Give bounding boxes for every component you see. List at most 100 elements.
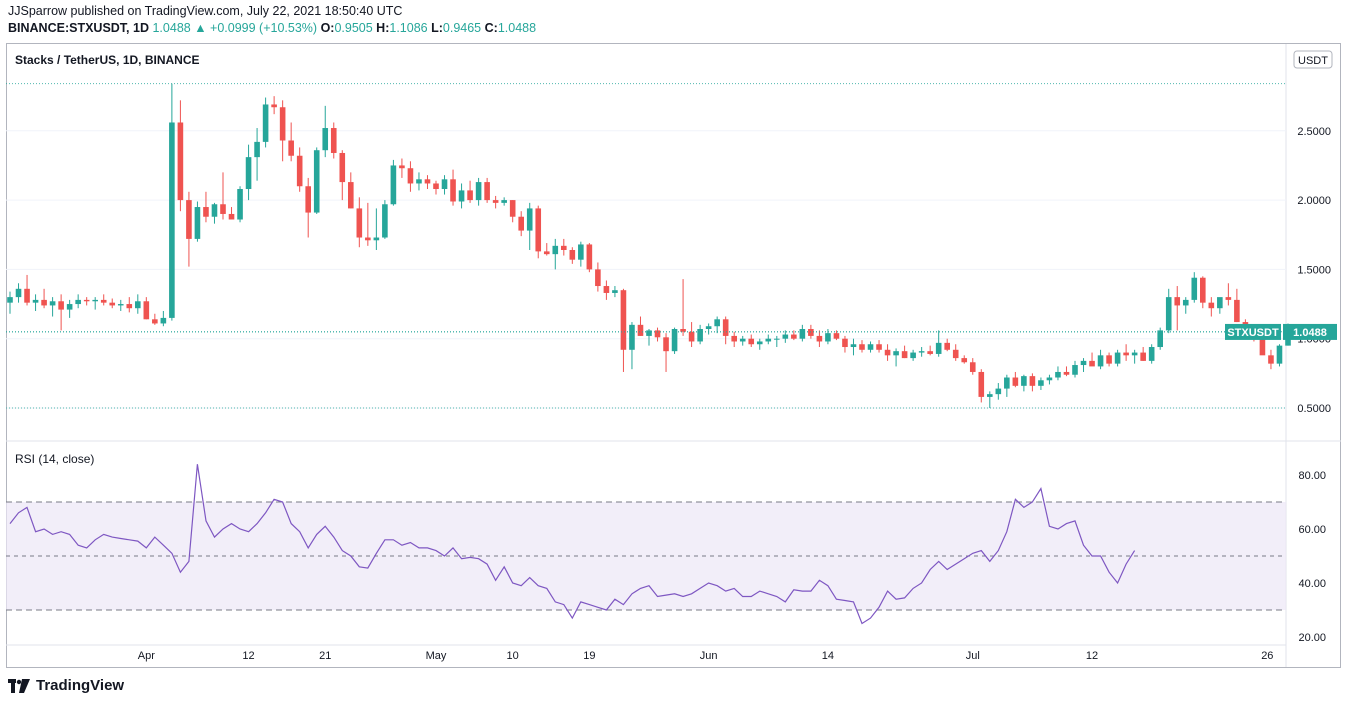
footer-brand: TradingView: [8, 677, 124, 694]
tradingview-logo-icon: [8, 678, 30, 693]
candle: [92, 297, 98, 310]
candle: [220, 172, 226, 220]
candle: [1097, 349, 1104, 370]
time-tick-label: Apr: [138, 650, 155, 662]
candle: [407, 161, 414, 192]
candle: [859, 340, 865, 353]
candle: [774, 335, 780, 348]
last-price-value: 1.0488: [1293, 327, 1327, 339]
candle: [245, 144, 252, 201]
candle: [509, 200, 516, 223]
candle: [1140, 347, 1146, 361]
low-label: L:: [431, 21, 443, 35]
candle: [1072, 360, 1078, 378]
candle: [399, 158, 405, 178]
candle: [995, 383, 1002, 400]
last-price-marker: STXUSDT 1.0488: [1225, 323, 1337, 340]
time-tick-label: 14: [822, 650, 834, 662]
candle: [339, 150, 346, 201]
candle: [569, 247, 576, 264]
candle: [791, 330, 797, 341]
candle: [850, 338, 857, 356]
candle: [75, 294, 81, 309]
symbol-name: BINANCE:STXUSDT, 1D: [8, 21, 149, 35]
candle: [143, 297, 150, 320]
candle: [697, 324, 703, 345]
candle: [373, 208, 380, 250]
candle: [987, 391, 993, 408]
candle: [918, 347, 925, 357]
candle: [867, 341, 874, 353]
candle: [450, 169, 456, 206]
candle: [288, 122, 294, 162]
low-value: 0.9465: [442, 21, 482, 35]
candle: [313, 147, 320, 214]
candle: [714, 316, 720, 334]
candle: [1012, 371, 1019, 388]
candle: [1208, 297, 1215, 317]
candle: [1157, 327, 1163, 350]
candle: [688, 322, 695, 348]
candle: [177, 100, 184, 212]
candle: [109, 298, 116, 309]
rsi-tick-label: 60.00: [1298, 524, 1326, 536]
time-tick-label: Jul: [966, 650, 980, 662]
candle: [348, 172, 354, 209]
symbol-ohlc-line: BINANCE:STXUSDT, 1D 1.0488 ▲ +0.0999 (+1…: [8, 21, 536, 35]
candle: [722, 316, 729, 345]
candle: [1114, 349, 1121, 367]
candle: [49, 297, 56, 317]
candle: [518, 211, 524, 237]
candle: [961, 355, 968, 364]
candle: [927, 345, 933, 356]
candle: [237, 186, 243, 223]
candle: [1225, 283, 1232, 306]
price-tick-label: 0.5000: [1297, 403, 1331, 415]
candle: [1200, 276, 1206, 309]
candle: [433, 180, 439, 195]
candle: [944, 338, 950, 352]
rsi-title: RSI (14, close): [15, 452, 94, 466]
candle: [492, 195, 499, 209]
candle: [526, 202, 533, 250]
time-tick-label: 12: [242, 650, 254, 662]
candle: [1131, 349, 1138, 364]
candle: [228, 207, 235, 220]
rsi-tick-label: 40.00: [1298, 578, 1326, 590]
candle: [467, 180, 473, 203]
candle: [748, 334, 755, 348]
candle: [637, 316, 644, 336]
candle: [424, 175, 431, 190]
candle: [100, 294, 107, 306]
close-label: C:: [484, 21, 498, 35]
last-price-symbol: STXUSDT: [1227, 327, 1279, 339]
candle: [15, 283, 22, 303]
rsi-tick-label: 20.00: [1298, 632, 1326, 644]
candle: [833, 330, 840, 341]
candle: [458, 183, 465, 209]
candle: [1191, 272, 1198, 303]
candle: [1234, 288, 1240, 323]
candle: [1174, 286, 1181, 331]
candle: [152, 313, 158, 325]
time-tick-label: 26: [1261, 650, 1273, 662]
candle: [595, 262, 601, 292]
close-value: 1.0488: [497, 21, 537, 35]
candle: [1217, 297, 1223, 314]
currency-badge[interactable]: [1293, 50, 1333, 69]
open-value: 0.9505: [334, 21, 373, 35]
candle: [1276, 344, 1283, 367]
currency-label: USDT: [1298, 55, 1328, 67]
candle: [475, 177, 482, 206]
candle: [117, 299, 124, 311]
candle: [842, 335, 848, 353]
price-change: ▲ +0.0999 (+10.53%): [194, 21, 318, 35]
candle: [629, 322, 635, 370]
candle: [330, 122, 337, 159]
candle: [501, 197, 507, 206]
candle: [1080, 358, 1087, 372]
candle: [935, 330, 942, 357]
candle: [978, 369, 985, 403]
candle: [58, 294, 64, 331]
